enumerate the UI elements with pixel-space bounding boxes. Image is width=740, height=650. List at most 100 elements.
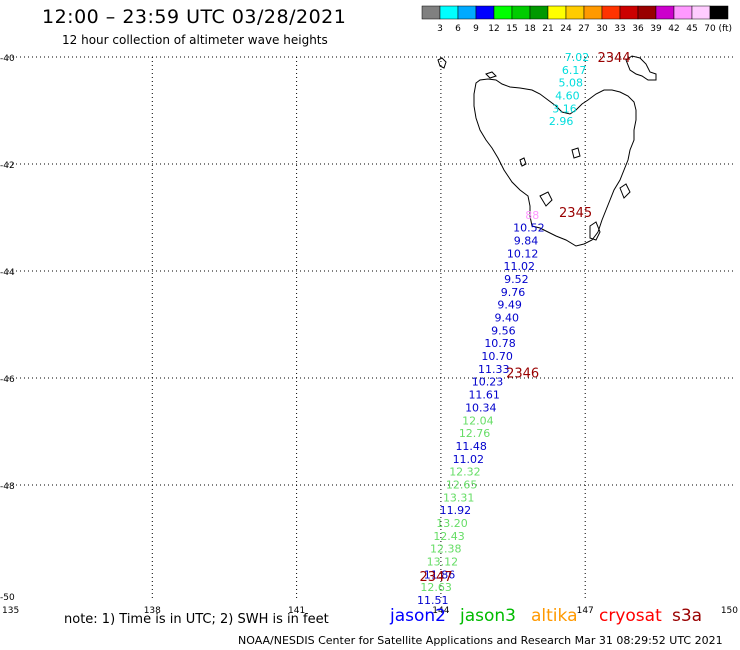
- wave-height-value: 11.02: [453, 453, 485, 466]
- colorbar-unit: (ft): [718, 24, 732, 34]
- colorbar-label: 24: [560, 24, 572, 34]
- subtitle: 12 hour collection of altimeter wave hei…: [62, 33, 328, 47]
- wave-height-value: 12.38: [430, 543, 462, 556]
- wave-height-value: 12.63: [420, 581, 452, 594]
- wave-height-value: 11.33: [478, 363, 510, 376]
- wave-height-value: 11.48: [455, 440, 487, 453]
- legend-s3a: s3a: [672, 606, 703, 626]
- colorbar-swatch: [619, 5, 639, 20]
- colorbar-swatch: [493, 5, 513, 20]
- wave-height-value: 6.17: [562, 64, 587, 77]
- colorbar-swatch: [583, 5, 603, 20]
- wave-height-value: 12.43: [433, 530, 465, 543]
- colorbar-label: 30: [596, 24, 608, 34]
- colorbar-swatch: [529, 5, 549, 20]
- wave-height-value: 10.78: [484, 337, 516, 350]
- maria-island-outline: [619, 183, 631, 199]
- wave-height-value: 13.20: [436, 517, 468, 530]
- colorbar-swatch: [637, 5, 657, 20]
- title: 12:00 – 23:59 UTC 03/28/2021: [42, 6, 347, 28]
- wave-height-value: 10.52: [513, 222, 545, 235]
- latitude-tick-label: -50: [0, 593, 15, 603]
- wave-height-value: 9.52: [504, 273, 529, 286]
- wave-height-value: 10.23: [472, 376, 504, 389]
- colorbar-label: 33: [614, 24, 625, 34]
- latitude-tick-label: -48: [0, 482, 15, 492]
- wave-height-value: 11.86: [424, 568, 456, 581]
- wave-height-value: 7.02: [565, 51, 590, 64]
- colorbar-swatch: [511, 5, 531, 20]
- tasmania-coastline: [437, 55, 657, 247]
- legend-cryosat: cryosat: [599, 606, 662, 626]
- flinders-island-outline: [625, 55, 657, 81]
- colorbar-label: 39: [650, 24, 662, 34]
- legend-jason3: jason3: [460, 606, 516, 626]
- colorbar-label: 12: [488, 24, 499, 34]
- wave-height-value: 10.70: [481, 350, 513, 363]
- colorbar-swatch: [547, 5, 567, 20]
- pass-number-label: 2346: [506, 367, 539, 382]
- colorbar-label: 6: [455, 24, 461, 34]
- latitude-tick-label: -40: [0, 54, 15, 64]
- wave-height-value: 10.12: [507, 247, 539, 260]
- colorbar-label: 42: [668, 24, 679, 34]
- wave-height-value: 9.40: [495, 312, 520, 325]
- pass-labels: 2344 2345 2346 2347: [420, 51, 631, 585]
- wave-height-value: 4.60: [555, 90, 580, 103]
- wave-height-value: 12.04: [462, 414, 494, 427]
- colorbar-swatch: [475, 5, 495, 20]
- colorbar-label: 9: [473, 24, 479, 34]
- longitude-tick-label: 138: [144, 606, 161, 616]
- robbins-island-outline: [485, 71, 497, 79]
- legend-altika: altika: [531, 606, 578, 626]
- wave-height-value: 11.92: [440, 504, 472, 517]
- colorbar-swatch: [601, 5, 621, 20]
- wave-height-value: 11.51: [417, 594, 449, 607]
- colorbar-label: 3: [437, 24, 443, 34]
- small-island-outline-1: [571, 147, 581, 159]
- longitude-tick-label: 135: [2, 606, 19, 616]
- colorbar-label: 15: [506, 24, 517, 34]
- legend-jason2: jason2: [390, 606, 446, 626]
- wave-height-value: 2.96: [549, 115, 574, 128]
- latitude-tick-label: -44: [0, 268, 15, 278]
- bruny-island-outline: [589, 221, 601, 241]
- longitude-tick-label: 147: [577, 606, 594, 616]
- wave-height-points: 7.026.175.084.603.162.96 8810.529.8410.12…: [417, 51, 589, 607]
- colorbar-label: 21: [542, 24, 553, 34]
- colorbar-swatch: [691, 5, 711, 20]
- colorbar-label: 27: [578, 24, 589, 34]
- wave-height-value: 12.76: [459, 427, 491, 440]
- wave-height-value: 13.31: [443, 491, 475, 504]
- longitude-tick-label: 141: [288, 606, 305, 616]
- wave-height-value: 11.61: [468, 389, 500, 402]
- colorbar-swatch: [709, 5, 729, 20]
- wave-height-value: 13.12: [427, 556, 459, 569]
- pass-number-label: 2347: [420, 570, 453, 585]
- colorbar-label: 70: [704, 24, 716, 34]
- colorbar-label: 18: [524, 24, 536, 34]
- latitude-tick-label: -46: [0, 375, 15, 385]
- wave-height-value: 9.76: [501, 286, 526, 299]
- small-island-outline-2: [539, 191, 553, 207]
- longitude-tick-label: 150: [721, 606, 738, 616]
- colorbar-label: 36: [632, 24, 644, 34]
- wave-height-value: 11.02: [504, 260, 536, 273]
- wave-height-value: 9.49: [497, 299, 522, 312]
- wave-height-value: 3.16: [552, 102, 577, 115]
- wave-height-value: 12.65: [446, 478, 478, 491]
- pass-number-label: 2344: [598, 51, 631, 66]
- colorbar-swatch: [457, 5, 477, 20]
- colorbar-swatch: [439, 5, 459, 20]
- colorbar-swatch: [565, 5, 585, 20]
- footnote: note: 1) Time is in UTC; 2) SWH is in fe…: [64, 612, 329, 627]
- colorbar-label: 45: [686, 24, 697, 34]
- wave-height-value: 9.56: [491, 324, 516, 337]
- wave-height-value: 5.08: [559, 77, 584, 90]
- king-island-outline: [437, 57, 447, 69]
- wave-height-value: 88: [525, 209, 539, 222]
- wave-height-value: 12.32: [449, 466, 481, 479]
- colorbar-swatch: [673, 5, 693, 20]
- wave-height-value: 9.84: [514, 235, 539, 248]
